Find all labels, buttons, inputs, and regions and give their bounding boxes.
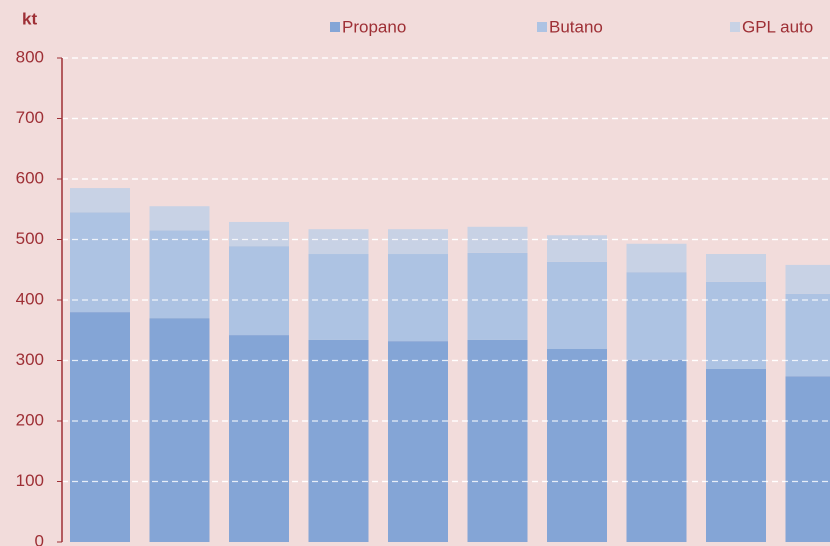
y-tick-label: 500 — [16, 229, 44, 248]
bar-segment — [70, 312, 130, 542]
legend-swatch — [330, 22, 340, 32]
bar-segment — [785, 376, 830, 542]
bar-segment — [70, 212, 130, 313]
legend-label: Butano — [549, 17, 603, 36]
y-tick-label: 200 — [16, 410, 44, 429]
bar-segment — [229, 335, 289, 542]
y-tick-label: 600 — [16, 168, 44, 187]
bar-segment — [706, 368, 766, 542]
bar-segment — [308, 339, 369, 542]
bar-segment — [388, 341, 448, 542]
y-tick-label: 0 — [35, 531, 44, 546]
bar-segment — [149, 318, 210, 542]
bar-segment — [626, 272, 687, 360]
bar-segment — [308, 254, 369, 340]
y-tick-label: 700 — [16, 108, 44, 127]
y-tick-label: 300 — [16, 350, 44, 369]
y-tick-label: 100 — [16, 471, 44, 490]
bar-segment — [149, 206, 210, 231]
bar-segment — [706, 281, 766, 369]
bar-segment — [706, 254, 766, 282]
bar-segment — [388, 254, 448, 342]
bar-segment — [547, 261, 607, 350]
bar-segment — [626, 359, 687, 542]
bars — [70, 188, 830, 542]
y-axis-title: kt — [22, 9, 37, 28]
bar-segment — [149, 230, 210, 319]
bar-segment — [467, 252, 528, 340]
bar-segment — [785, 293, 830, 377]
legend-label: GPL auto — [742, 17, 813, 36]
bar-segment — [229, 221, 289, 247]
bar-segment — [547, 349, 607, 542]
legend-swatch — [730, 22, 740, 32]
bar-segment — [467, 339, 528, 542]
bar-segment — [626, 243, 687, 273]
bar-segment — [388, 229, 448, 255]
bar-segment — [308, 229, 369, 255]
bar-segment — [70, 188, 130, 213]
legend-label: Propano — [342, 17, 406, 36]
legend-swatch — [537, 22, 547, 32]
y-tick-label: 400 — [16, 289, 44, 308]
bar-segment — [229, 246, 289, 336]
bar-segment — [785, 264, 830, 294]
y-tick-label: 800 — [16, 47, 44, 66]
